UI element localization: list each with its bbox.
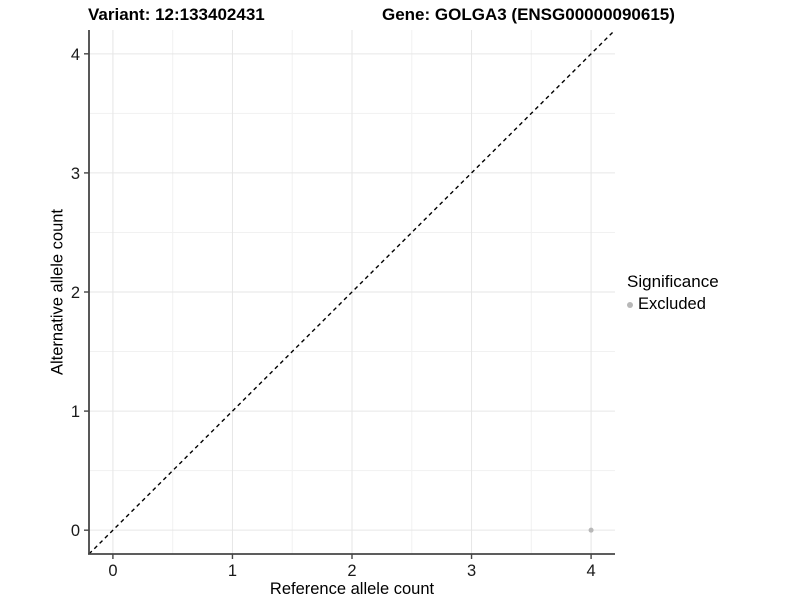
legend-item-excluded: Excluded <box>627 295 719 314</box>
tick-label: 1 <box>228 562 237 580</box>
legend: Significance Excluded <box>627 272 719 314</box>
identity-reference-line <box>88 29 616 555</box>
tick-label: 1 <box>71 403 80 421</box>
tick-label: 2 <box>71 284 80 302</box>
tick-label: 3 <box>71 165 80 183</box>
x-axis-title: Reference allele count <box>269 580 435 598</box>
tick-label: 4 <box>586 562 595 580</box>
tick-label: 3 <box>467 562 476 580</box>
legend-item-label: Excluded <box>638 295 706 313</box>
tick-label: 0 <box>71 522 80 540</box>
axis-ticks <box>84 53 592 559</box>
legend-title: Significance <box>627 272 719 291</box>
plot-title-gene: Gene: GOLGA3 (ENSG00000090615) <box>382 5 675 24</box>
legend-point-icon <box>627 301 633 308</box>
x-tick-labels: 0 1 2 3 4 <box>108 562 595 580</box>
data-points <box>588 527 594 533</box>
y-axis-title: Alternative allele count <box>48 208 67 376</box>
plot-title-variant: Variant: 12:133402431 <box>88 5 265 24</box>
tick-label: 2 <box>347 562 356 580</box>
y-tick-labels: 0 1 2 3 4 <box>71 46 80 540</box>
data-point <box>588 527 594 533</box>
tick-label: 4 <box>71 46 80 64</box>
tick-label: 0 <box>108 562 117 580</box>
